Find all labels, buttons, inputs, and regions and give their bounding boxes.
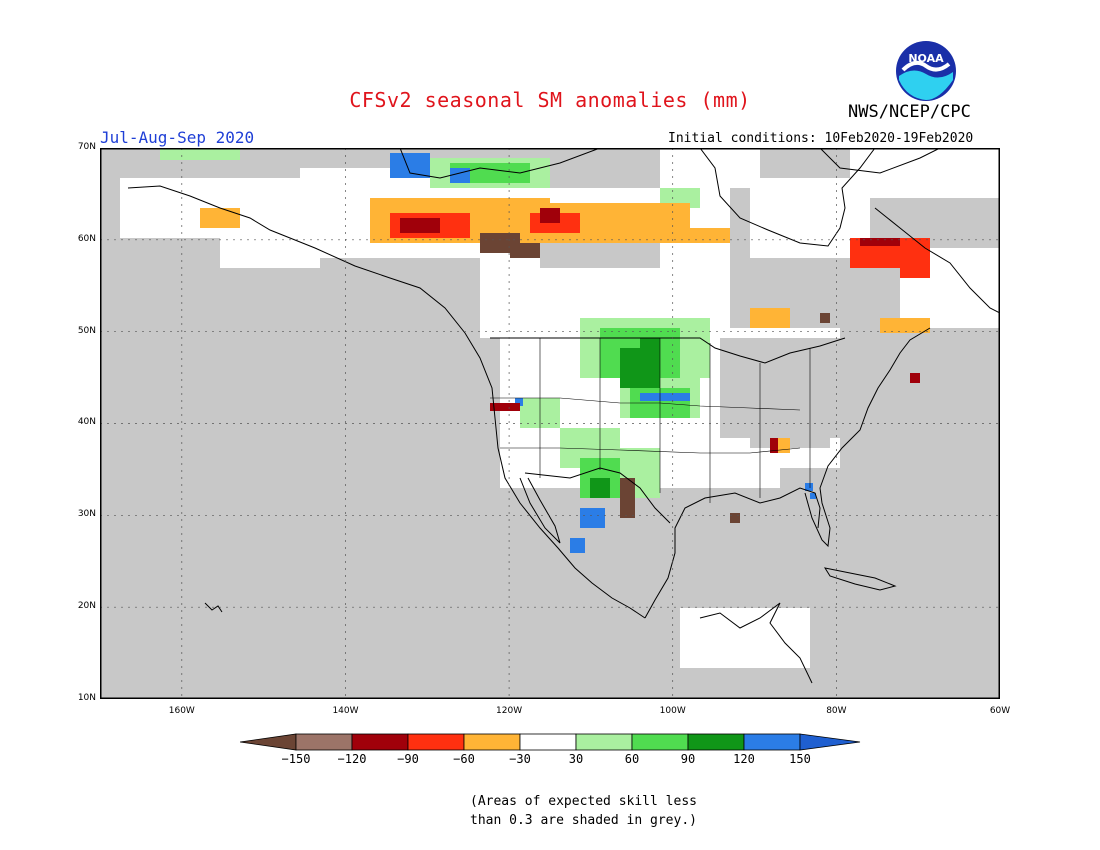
colorbar-label: 30 <box>568 752 584 766</box>
colorbar-label: −30 <box>509 752 531 766</box>
state-borders <box>490 338 811 503</box>
anomaly-cell <box>200 208 240 228</box>
anomaly-cell <box>680 608 810 668</box>
anomaly-cell <box>580 508 605 528</box>
agency-label: NWS/NCEP/CPC <box>848 102 971 122</box>
anomaly-cell <box>620 478 635 518</box>
anomaly-cell <box>160 148 240 160</box>
lat-label: 50N <box>77 325 96 336</box>
anomaly-cell <box>910 373 920 383</box>
colorbar-segment <box>687 733 745 751</box>
anomaly-cell <box>730 513 740 523</box>
colorbar-segment <box>407 733 465 751</box>
colorbar-segment <box>463 733 521 751</box>
anomaly-cell <box>850 148 1000 198</box>
colorbar-segment <box>743 733 801 751</box>
logo-text: NOAA <box>908 52 944 65</box>
anomaly-cell <box>515 398 523 406</box>
colorbar-segment <box>519 733 577 751</box>
anomaly-cell <box>805 483 813 491</box>
anomaly-cell <box>660 148 760 188</box>
anomaly-cell <box>590 478 610 498</box>
soil-moisture-map <box>100 148 1000 699</box>
anomaly-cell <box>510 243 540 258</box>
anomaly-cell <box>640 338 660 368</box>
anomaly-cell <box>220 228 320 268</box>
anomaly-cell <box>820 313 830 323</box>
colorbar-segment <box>631 733 689 751</box>
anomaly-cell <box>690 228 730 243</box>
colorbar-label: −120 <box>337 752 367 766</box>
colorbar-label: 150 <box>789 752 811 766</box>
anomaly-cell <box>750 308 790 328</box>
colorbar-label: 60 <box>624 752 640 766</box>
colorbar-segment <box>799 733 861 751</box>
gridlines <box>100 148 1000 699</box>
colorbar-segment <box>295 733 353 751</box>
map-frame <box>100 148 1000 699</box>
anomaly-cell <box>860 238 900 246</box>
anomaly-cell <box>390 153 430 178</box>
colorbar-label: −60 <box>453 752 475 766</box>
anomaly-cell <box>540 208 560 223</box>
anomaly-cell <box>770 438 778 453</box>
skill-note: (Areas of expected skill less than 0.3 a… <box>470 794 697 828</box>
initial-conditions: Initial conditions: 10Feb2020-19Feb2020 <box>668 131 974 146</box>
lon-label: 160W <box>168 706 195 716</box>
anomaly-cell <box>900 248 930 278</box>
lat-label: 40N <box>77 417 96 428</box>
colorbar <box>240 733 861 751</box>
colorbar-label: −90 <box>397 752 419 766</box>
forecast-period: Jul-Aug-Sep 2020 <box>100 128 255 147</box>
map-title: CFSv2 seasonal SM anomalies (mm) <box>349 88 751 112</box>
anomaly-cell <box>810 493 816 499</box>
anomaly-cell <box>450 168 470 183</box>
coastlines <box>127 148 1000 684</box>
colorbar-segment <box>240 733 297 751</box>
colorbar-label: 120 <box>733 752 755 766</box>
anomaly-cell <box>880 318 930 333</box>
lon-label: 80W <box>826 706 847 716</box>
lat-label: 20N <box>77 601 96 611</box>
lon-label: 120W <box>496 706 523 716</box>
colorbar-segment <box>351 733 409 751</box>
lon-label: 100W <box>659 706 686 716</box>
anomaly-cell <box>570 538 585 553</box>
colorbar-label: −150 <box>281 752 311 766</box>
lat-label: 70N <box>77 142 96 152</box>
noaa-logo-icon: NOAA <box>896 41 956 101</box>
anomaly-cell <box>490 403 520 411</box>
anomaly-cell <box>640 393 690 401</box>
lon-label: 60W <box>989 706 1011 716</box>
lat-label: 60N <box>77 233 96 244</box>
colorbar-label: 90 <box>680 752 696 766</box>
anomaly-cell <box>400 218 440 233</box>
lat-label: 30N <box>77 509 96 520</box>
anomaly-cells <box>120 148 1000 668</box>
lat-label: 10N <box>77 692 96 703</box>
lon-label: 140W <box>332 706 359 716</box>
colorbar-segment <box>575 733 633 751</box>
